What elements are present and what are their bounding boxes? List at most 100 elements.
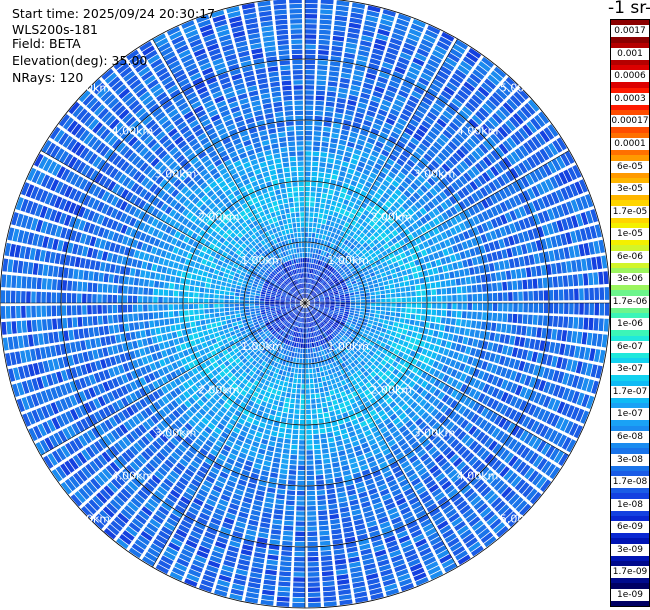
radar-bin bbox=[242, 351, 249, 357]
radar-bin bbox=[406, 308, 411, 313]
radar-bin bbox=[295, 363, 299, 368]
radar-bin bbox=[313, 352, 317, 358]
radar-bin bbox=[366, 417, 374, 424]
radar-bin bbox=[310, 303, 315, 305]
radar-bin bbox=[190, 502, 202, 511]
radar-bin bbox=[308, 305, 313, 309]
radar-bin bbox=[350, 355, 356, 362]
radar-bin bbox=[423, 402, 431, 411]
radar-bin bbox=[244, 534, 256, 541]
radar-bin bbox=[398, 456, 408, 465]
radar-bin bbox=[559, 343, 566, 356]
radar-bin bbox=[399, 391, 407, 399]
radar-bin bbox=[319, 387, 324, 393]
radar-bin bbox=[358, 347, 364, 353]
radar-bin bbox=[222, 489, 233, 497]
radar-bin bbox=[386, 540, 398, 548]
radar-bin bbox=[416, 188, 425, 197]
radar-bin bbox=[223, 328, 230, 334]
radar-bin bbox=[333, 312, 339, 316]
radar-bin bbox=[256, 410, 264, 417]
radar-bin bbox=[513, 194, 522, 206]
radar-bin bbox=[284, 355, 288, 361]
radar-bin bbox=[328, 189, 334, 195]
radar-bin bbox=[221, 522, 233, 530]
radar-bin bbox=[370, 309, 376, 314]
radar-bin bbox=[416, 290, 421, 296]
radar-bin bbox=[318, 309, 323, 313]
radar-bin bbox=[264, 407, 271, 414]
radar-bin bbox=[506, 137, 517, 149]
radar-bin bbox=[535, 265, 542, 277]
radar-bin bbox=[506, 154, 517, 166]
radar-bin bbox=[457, 189, 466, 199]
radar-bin bbox=[324, 343, 328, 349]
radar-bin bbox=[283, 333, 288, 338]
radar-bin bbox=[267, 352, 272, 358]
radar-bin bbox=[446, 310, 452, 317]
radar-bin bbox=[490, 218, 499, 229]
radar-bin bbox=[327, 432, 334, 438]
radar-bin bbox=[351, 576, 365, 583]
radar-bin bbox=[307, 582, 320, 587]
radar-bin bbox=[296, 506, 305, 511]
radar-bin bbox=[413, 326, 419, 332]
radar-bin bbox=[490, 476, 501, 488]
radar-bin bbox=[372, 447, 381, 455]
radar-bin bbox=[499, 105, 511, 118]
radar-bin bbox=[317, 318, 322, 322]
radar-bin bbox=[346, 338, 352, 343]
radar-bin bbox=[453, 235, 461, 244]
radar-bin bbox=[401, 297, 406, 302]
radar-bin bbox=[332, 123, 342, 129]
radar-bin bbox=[393, 99, 405, 108]
radar-bin bbox=[194, 351, 201, 359]
radar-bin bbox=[339, 82, 350, 89]
radar-bin bbox=[491, 459, 502, 471]
radar-bin bbox=[422, 241, 430, 248]
radar-bin bbox=[593, 272, 599, 285]
radar-bin bbox=[471, 150, 481, 161]
radar-bin bbox=[291, 325, 295, 331]
radar-bin bbox=[350, 295, 355, 298]
radar-bin bbox=[337, 333, 343, 339]
radar-bin bbox=[503, 303, 508, 312]
radar-bin bbox=[296, 310, 300, 315]
radar-bin bbox=[510, 269, 517, 280]
radar-bin bbox=[134, 493, 146, 504]
radar-bin bbox=[532, 199, 541, 212]
radar-bin bbox=[178, 553, 192, 563]
radar-bin bbox=[481, 361, 488, 371]
radar-bin bbox=[329, 143, 338, 149]
radar-bin bbox=[413, 272, 419, 279]
radar-bin bbox=[477, 339, 484, 349]
radar-bin bbox=[368, 385, 375, 393]
radar-bin bbox=[188, 361, 195, 369]
radar-bin bbox=[439, 114, 450, 124]
radar-bin bbox=[335, 185, 342, 192]
radar-bin bbox=[280, 317, 285, 321]
radar-bin bbox=[286, 308, 292, 311]
radar-bin bbox=[305, 80, 315, 85]
radar-bin bbox=[447, 141, 458, 151]
radar-bin bbox=[355, 249, 361, 255]
radar-bin bbox=[360, 173, 368, 181]
radar-bin bbox=[163, 341, 170, 349]
radar-bin bbox=[461, 311, 467, 319]
radar-bin bbox=[352, 514, 363, 521]
radar-bin bbox=[450, 389, 459, 398]
radar-bin bbox=[305, 161, 311, 166]
radar-bin bbox=[363, 147, 372, 154]
radar-bin bbox=[516, 109, 528, 122]
radar-bin bbox=[291, 320, 295, 325]
radar-bin bbox=[365, 299, 371, 303]
radar-bin bbox=[383, 418, 392, 426]
radar-bin bbox=[129, 461, 140, 472]
radar-bin bbox=[420, 453, 430, 462]
radar-bin bbox=[248, 577, 262, 584]
radar-bin bbox=[414, 463, 425, 472]
radar-bin bbox=[391, 237, 398, 244]
radar-bin bbox=[450, 216, 458, 226]
radar-bin bbox=[363, 271, 370, 276]
radar-bin bbox=[548, 429, 558, 443]
